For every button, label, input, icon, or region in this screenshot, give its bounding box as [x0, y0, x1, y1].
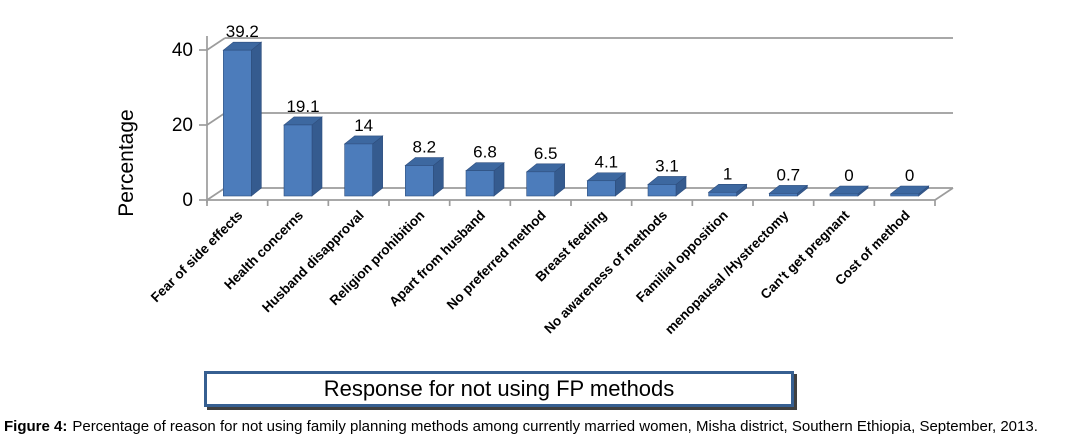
value-label: 8.2: [413, 137, 437, 156]
bar-front-face: [465, 170, 495, 197]
value-label: 39.2: [226, 22, 259, 41]
bar-front-face: [587, 180, 616, 197]
value-label: 6.5: [534, 144, 558, 163]
value-label: 1: [723, 164, 732, 183]
bar-front-face: [223, 49, 252, 197]
bar-group: [586, 172, 627, 197]
bar-front-face: [344, 143, 373, 197]
floor-right-edge: [934, 187, 954, 201]
figure-caption-text: Percentage of reason for not using famil…: [72, 418, 1038, 435]
depth-connector: [206, 37, 226, 51]
value-label: 0: [844, 166, 853, 185]
value-label: 0.7: [777, 165, 801, 184]
bar-group: [465, 162, 505, 197]
value-label: 6.8: [473, 143, 497, 162]
bar-group: [889, 185, 930, 197]
bar-group: [404, 156, 445, 197]
bar-front-face: [526, 171, 555, 197]
bar-group: [343, 135, 384, 197]
chart-area: 39.2 Fear of side effects 19.1 Health conce…: [115, 22, 954, 337]
bar-front-face: [405, 165, 434, 197]
bar-group: [768, 184, 809, 197]
bar-front-face: [769, 193, 798, 197]
category-label: No awareness of methods: [541, 208, 670, 337]
y-tick-label: 20: [172, 115, 193, 136]
value-label: 19.1: [286, 97, 319, 116]
category-label: No preferred method: [444, 208, 549, 313]
value-label: 14: [354, 116, 373, 135]
y-axis-title: Percentage: [115, 109, 138, 216]
figure-caption: Figure 4: Percentage of reason for not us…: [4, 417, 1068, 437]
bar-side-face: [372, 135, 383, 197]
chart-title: Response for not using FP methods: [323, 376, 675, 401]
value-label: 4.1: [595, 153, 619, 172]
bar-front-face: [647, 184, 677, 197]
y-tick-label: 0: [182, 190, 193, 211]
bar-front-face: [283, 124, 313, 197]
bar-group: [707, 183, 748, 197]
chart-title-box: Response for not using FP methods: [204, 371, 794, 407]
bar-side-face: [251, 41, 262, 197]
bar-front-face: [708, 191, 737, 197]
depth-connector: [206, 187, 226, 201]
bar-front-face: [829, 193, 859, 197]
bar-side-face: [311, 116, 323, 197]
figure-caption-label: Figure 4:: [4, 418, 68, 435]
bar-front-face: [890, 193, 919, 197]
bar-group: [222, 41, 263, 197]
bar-group: [525, 163, 566, 197]
y-tick-label: 40: [172, 40, 193, 61]
value-label: 3.1: [655, 156, 679, 175]
bar-group: [829, 185, 869, 197]
bar-group: [283, 116, 323, 197]
category-label: menopausal /Hystrectomy: [662, 207, 792, 337]
value-label: 0: [905, 166, 914, 185]
category-label: Husband disapproval: [259, 208, 367, 316]
depth-connector: [206, 112, 226, 126]
bar-group: [647, 175, 687, 197]
